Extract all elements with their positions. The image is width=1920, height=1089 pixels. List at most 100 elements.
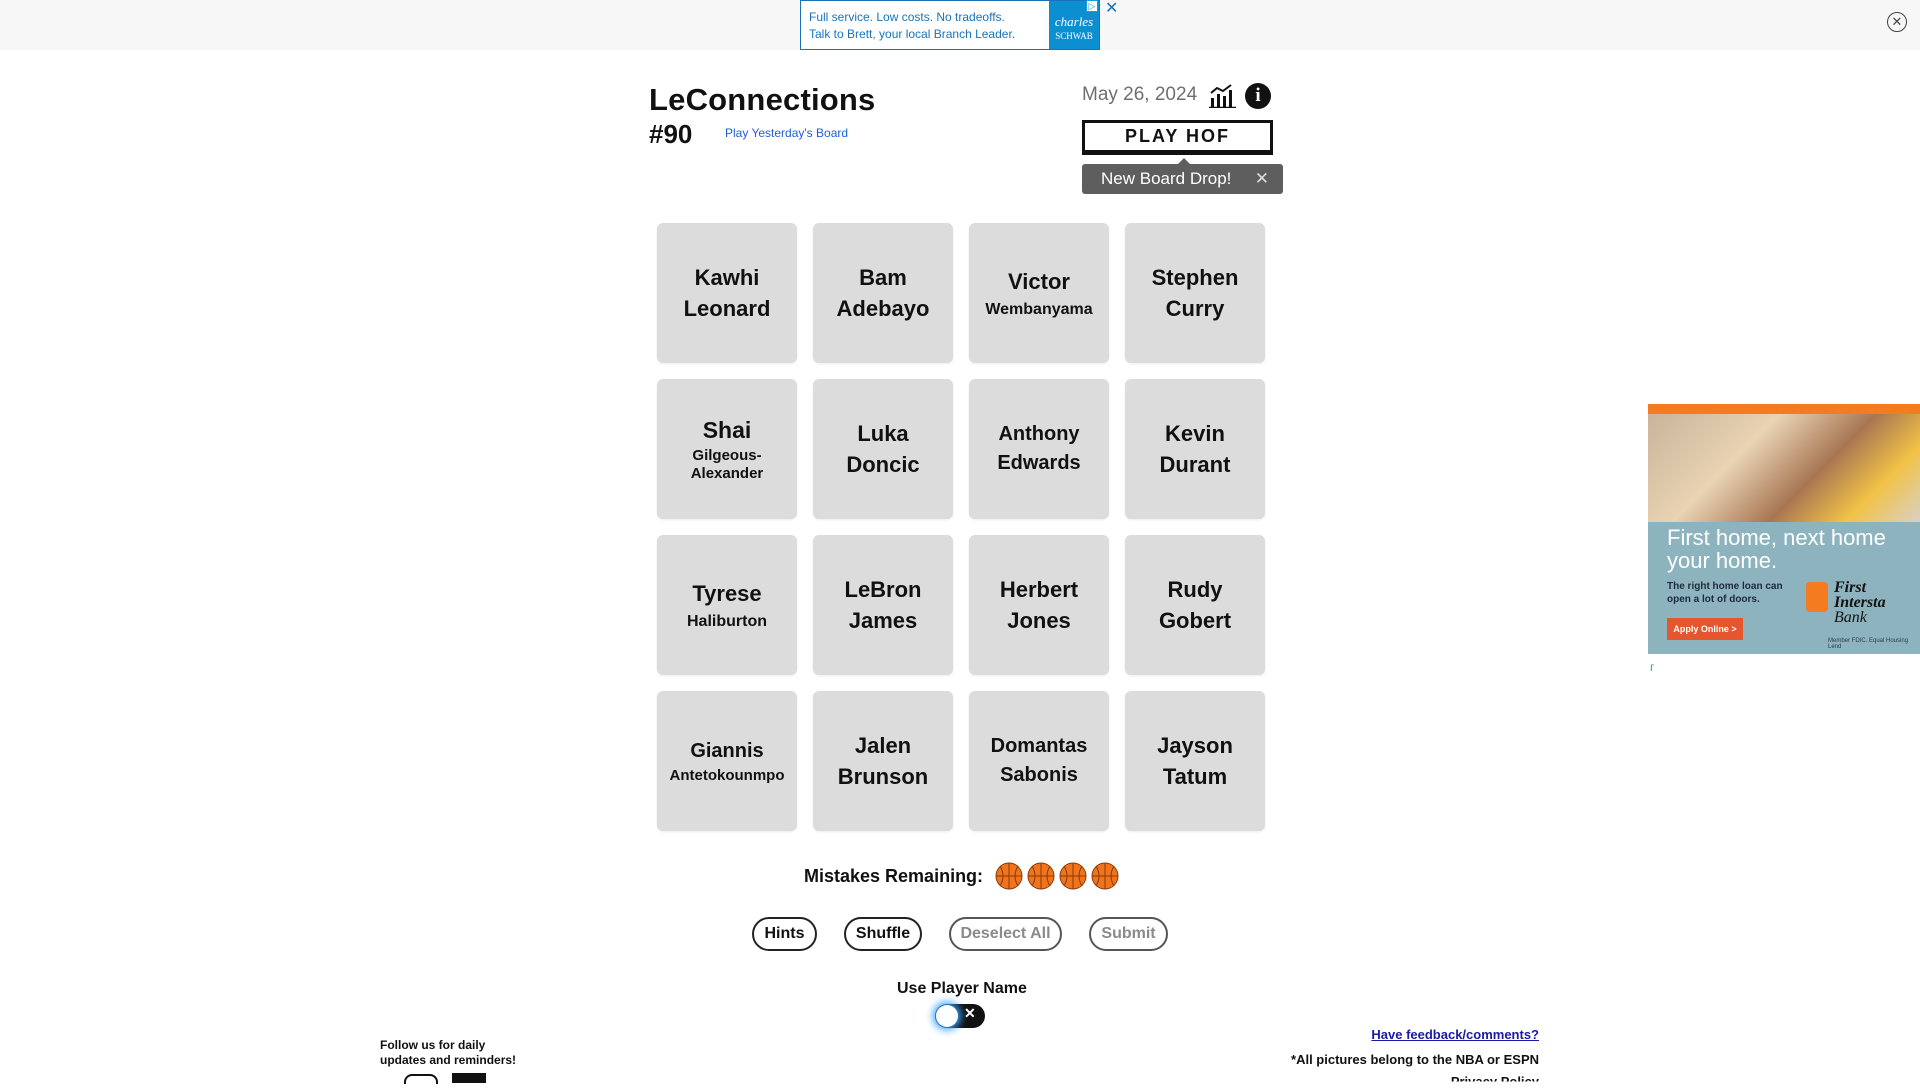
top-ad-line2: Talk to Brett, your local Branch Leader.	[809, 27, 1016, 41]
freestar-icon[interactable]: ᴦ	[1650, 660, 1655, 674]
tile-last-name: Jones	[1007, 608, 1071, 633]
player-tile[interactable]: Luka Doncic	[813, 379, 953, 519]
schwab-logo-text: charles	[1054, 14, 1094, 29]
player-tile[interactable]: Domantas Sabonis	[969, 691, 1109, 831]
tile-last-name: Haliburton	[687, 612, 767, 630]
basketball-icon	[995, 862, 1023, 890]
basketball-icon	[1091, 862, 1119, 890]
image-credits: *All pictures belong to the NBA or ESPN	[1291, 1052, 1539, 1067]
player-tile[interactable]: Stephen Curry	[1125, 223, 1265, 363]
page-title: LeConnections	[649, 82, 876, 117]
side-ad-headline-line1: First home, next home	[1667, 525, 1886, 550]
deselect-all-button[interactable]: Deselect All	[949, 917, 1062, 951]
shuffle-button[interactable]: Shuffle	[844, 917, 922, 951]
tile-last-name: James	[848, 608, 918, 633]
tile-first-name: Anthony	[998, 423, 1080, 445]
tile-first-name: Luka	[857, 421, 909, 446]
side-ad-fine-print: Member FDIC. Equal Housing Lend	[1828, 638, 1909, 650]
schwab-logo-subtext: SCHWAB	[1055, 31, 1093, 41]
tile-first-name: Bam	[859, 265, 907, 290]
apply-online-button[interactable]: Apply Online >	[1667, 618, 1743, 640]
tile-first-name: Jayson	[1157, 733, 1233, 758]
ad-close-icon[interactable]: ✕	[1105, 0, 1119, 17]
tile-first-name: Rudy	[1167, 577, 1223, 602]
player-tile[interactable]: LeBron James	[813, 535, 953, 675]
player-tile[interactable]: Bam Adebayo	[813, 223, 953, 363]
bank-name-line1: First	[1834, 579, 1867, 596]
player-tile[interactable]: Jalen Brunson	[813, 691, 953, 831]
tile-first-name: Stephen	[1151, 265, 1239, 290]
follow-us-text: Follow us for daily updates and reminder…	[380, 1038, 516, 1068]
tile-last-name: Wembanyama	[985, 300, 1093, 318]
privacy-policy-link[interactable]: Privacy Policy	[1450, 1074, 1539, 1089]
board-number: #90	[649, 119, 693, 149]
tile-first-name: Kevin	[1165, 421, 1225, 446]
tile-first-name: Shai	[702, 417, 752, 443]
bank-name-line2: Intersta	[1834, 594, 1886, 611]
new-board-toast: New Board Drop! ✕	[1082, 158, 1283, 194]
tile-last-name: Sabonis	[1000, 764, 1078, 786]
bank-name: First Intersta Bank	[1834, 579, 1886, 626]
play-yesterday-link[interactable]: Play Yesterday's Board	[725, 126, 849, 140]
player-tile[interactable]: Anthony Edwards	[969, 379, 1109, 519]
feedback-link[interactable]: Have feedback/comments?	[1371, 1027, 1539, 1042]
side-ad-headline: First home, next home your home.	[1667, 526, 1886, 572]
tile-last-name: Curry	[1165, 296, 1225, 321]
tile-last-name: Doncic	[846, 452, 920, 477]
use-player-name-toggle[interactable]: ✕	[935, 1004, 985, 1028]
player-tile[interactable]: Rudy Gobert	[1125, 535, 1265, 675]
tile-first-name: Tyrese	[692, 580, 762, 606]
side-banner-ad[interactable]: First home, next home your home. The rig…	[1648, 404, 1920, 654]
top-banner-ad[interactable]: Full service. Low costs. No tradeoffs. T…	[800, 0, 1100, 50]
instagram-icon[interactable]	[404, 1074, 438, 1084]
follow-line1: Follow us for daily	[380, 1038, 486, 1052]
side-ad-sub-line2: open a lot of doors.	[1667, 594, 1760, 605]
x-social-icon[interactable]	[452, 1073, 486, 1083]
top-ad-text: Full service. Low costs. No tradeoffs. T…	[801, 1, 1049, 49]
submit-button[interactable]: Submit	[1089, 917, 1168, 951]
basketball-icon	[1027, 862, 1055, 890]
side-ad-photo	[1648, 414, 1920, 522]
tile-first-name: Herbert	[999, 577, 1079, 602]
tile-last-name: Leonard	[683, 296, 771, 321]
tile-last-name: Edwards	[997, 452, 1081, 474]
tile-first-name: Kawhi	[694, 265, 760, 290]
player-tile[interactable]: Kawhi Leonard	[657, 223, 797, 363]
board-date: May 26, 2024	[1082, 84, 1198, 105]
bank-logo-icon	[1806, 582, 1828, 612]
page-close-icon[interactable]: ✕	[1887, 12, 1907, 32]
toggle-off-icon: ✕	[964, 1005, 976, 1021]
side-ad-strip	[1648, 404, 1920, 414]
toast-close-icon[interactable]: ✕	[1254, 169, 1269, 188]
tile-last-name: Tatum	[1162, 764, 1228, 789]
play-hof-button[interactable]: PLAY HOF	[1082, 120, 1273, 155]
tile-first-name: Giannis	[690, 739, 764, 762]
tile-first-name: Domantas	[990, 735, 1088, 757]
bar-chart-icon[interactable]	[1209, 84, 1237, 108]
tile-last-name: Durant	[1159, 452, 1231, 477]
tile-last-name: Gobert	[1158, 608, 1232, 633]
follow-line2: updates and reminders!	[380, 1053, 517, 1067]
side-ad-sub-line1: The right home loan can	[1667, 581, 1783, 592]
player-tile[interactable]: Jayson Tatum	[1125, 691, 1265, 831]
tile-last-name: Adebayo	[836, 296, 930, 321]
player-tile[interactable]: Herbert Jones	[969, 535, 1109, 675]
player-tile[interactable]: Tyrese Haliburton	[657, 535, 797, 675]
side-ad-subtext: The right home loan can open a lot of do…	[1667, 580, 1783, 606]
mistakes-label: Mistakes Remaining:	[804, 865, 984, 886]
adchoices-icon[interactable]: ▷	[1086, 0, 1098, 12]
tile-first-name: LeBron	[844, 577, 922, 602]
player-tile[interactable]: Victor Wembanyama	[969, 223, 1109, 363]
player-tile[interactable]: Giannis Antetokounmpo	[657, 691, 797, 831]
player-tile[interactable]: Kevin Durant	[1125, 379, 1265, 519]
toast-caret	[1178, 158, 1190, 164]
basketball-icon	[1059, 862, 1087, 890]
bank-name-line3: Bank	[1834, 609, 1867, 626]
hints-button[interactable]: Hints	[752, 917, 817, 951]
mistakes-remaining: Mistakes Remaining:	[804, 862, 1119, 890]
use-player-name-label: Use Player Name	[897, 980, 1027, 997]
tile-first-name: Jalen	[854, 733, 912, 758]
player-tile[interactable]: Shai Gilgeous-Alexander	[657, 379, 797, 519]
top-ad-line1: Full service. Low costs. No tradeoffs.	[809, 10, 1005, 24]
info-icon[interactable]: i	[1245, 83, 1271, 109]
